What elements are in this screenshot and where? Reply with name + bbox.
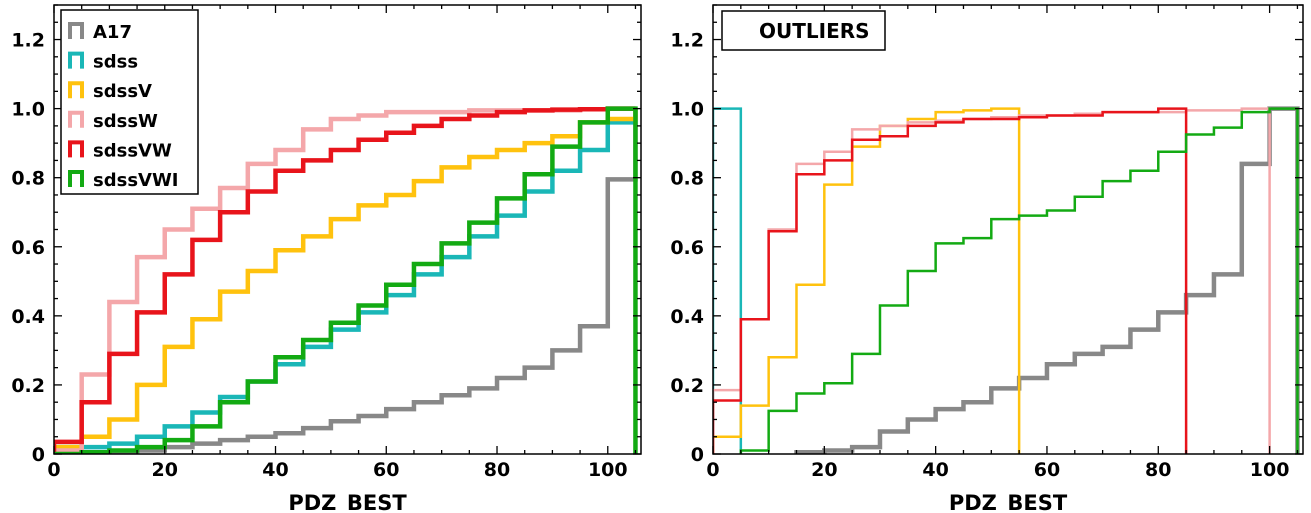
y-tick-label: 0.6 <box>670 237 704 259</box>
legend-swatch <box>68 81 84 99</box>
legend-label: A17 <box>93 22 132 43</box>
series-line-sdssV <box>54 108 638 454</box>
x-tick-label: 100 <box>588 459 628 481</box>
series-line-A17 <box>794 106 1300 454</box>
chart-panel-1: 0 20 40 60 80 100 0 0.2 0.4 0.6 0.8 1.0 1.2 PDZ_BEST A… <box>11 4 642 513</box>
y-tick-label: 0.6 <box>11 237 45 259</box>
y-tick-label: 1.0 <box>670 99 704 121</box>
legend-label: sdssVWI <box>93 170 179 191</box>
y-tick-label: 0.8 <box>670 168 704 190</box>
legend: A17 sdss sdssV sdssW sdssVW sdssVWI <box>60 9 199 195</box>
series-line-sdss <box>713 107 743 454</box>
legend-label: sdss <box>93 52 138 73</box>
legend-item-sdssV: sdssV <box>68 81 152 102</box>
x-axis-title: PDZ_BEST <box>949 491 1068 513</box>
legend-label: sdssW <box>93 111 158 132</box>
x-tick-label: 40 <box>262 459 288 481</box>
y-tick-label: 0.4 <box>670 306 704 328</box>
legend-item-sdssW: sdssW <box>68 110 158 132</box>
ticks <box>53 4 641 455</box>
x-tick-label: 0 <box>47 459 60 481</box>
legend-item-sdss: sdss <box>68 51 138 73</box>
y-tick-label: 0.4 <box>11 306 45 328</box>
y-tick-label: 0 <box>691 444 704 466</box>
series-line-sdssVWI <box>739 107 1299 454</box>
x-tick-label: 80 <box>1145 459 1171 481</box>
panel-title-box: OUTLIERS <box>721 10 886 51</box>
legend-label: sdssVW <box>93 140 172 161</box>
panel-title: OUTLIERS <box>759 19 870 43</box>
y-tick-label: 1.2 <box>670 30 704 52</box>
x-tick-label: 60 <box>373 459 399 481</box>
legend-swatch <box>68 110 84 128</box>
y-tick-label: 0 <box>32 444 45 466</box>
y-tick-label: 0.8 <box>11 168 45 190</box>
x-tick-label: 40 <box>922 459 948 481</box>
x-tick-label: 60 <box>1034 459 1060 481</box>
x-tick-label: 80 <box>484 459 510 481</box>
series-line-sdssVW <box>54 106 636 454</box>
series-group <box>713 106 1300 454</box>
legend-item-A17: A17 <box>68 22 132 43</box>
legend-swatch <box>68 22 84 39</box>
series-line-sdssVW <box>713 107 1188 454</box>
x-axis-title: PDZ_BEST <box>288 491 407 513</box>
legend-item-sdssVW: sdssVW <box>68 140 172 161</box>
y-tick-label: 0.2 <box>11 375 45 397</box>
x-tick-label: 20 <box>811 459 837 481</box>
legend-swatch <box>68 170 84 187</box>
y-tick-label: 1.0 <box>11 99 45 121</box>
series-line-sdssV <box>713 107 1021 454</box>
y-tick-label: 1.2 <box>11 30 45 52</box>
x-tick-label: 20 <box>152 459 178 481</box>
x-tick-label: 0 <box>706 459 719 481</box>
legend-swatch <box>68 140 84 158</box>
legend-swatch <box>68 51 84 69</box>
chart-panel-2: 0 20 40 60 80 100 0 0.2 0.4 0.6 0.8 1.0 1.2 PDZ_BEST O… <box>670 4 1304 513</box>
legend-label: sdssV <box>93 81 152 102</box>
x-tick-label: 100 <box>1250 459 1290 481</box>
y-tick-label: 0.2 <box>670 375 704 397</box>
legend-item-sdssVWI: sdssVWI <box>68 170 179 191</box>
ticks <box>712 4 1303 455</box>
series-line-sdss <box>54 108 638 454</box>
